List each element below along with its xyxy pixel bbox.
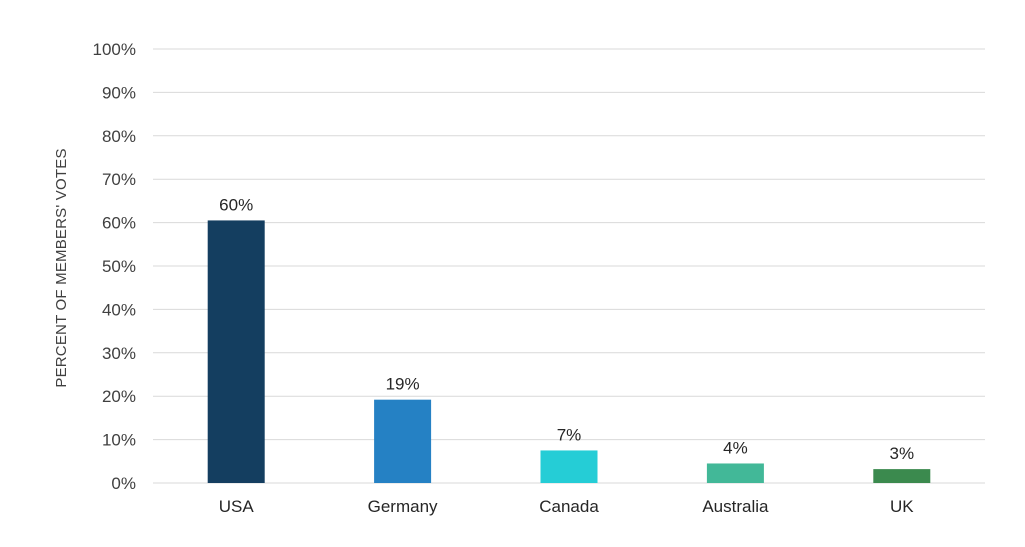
y-axis-ticks: 0% 10% 20% 30% 40% 50% 60% 70% 80% 90% 100%: [93, 40, 136, 493]
y-tick-label: 40%: [102, 300, 136, 319]
gridlines: [153, 48, 985, 484]
data-label-australia: 4%: [723, 438, 748, 457]
data-label-usa: 60%: [219, 195, 253, 214]
y-tick-label: 20%: [102, 387, 136, 406]
bar-uk: [873, 469, 931, 483]
x-tick-label-usa: USA: [219, 497, 255, 516]
y-axis-label: PERCENT OF MEMBERS' VOTES: [53, 148, 70, 387]
data-label-canada: 7%: [557, 425, 582, 444]
x-tick-label-uk: UK: [890, 497, 914, 516]
data-label-uk: 3%: [890, 444, 915, 463]
y-tick-label: 10%: [102, 431, 136, 450]
bar-usa: [207, 220, 265, 483]
y-tick-label: 90%: [102, 83, 136, 102]
data-labels: 60% 19% 7% 4% 3%: [219, 195, 914, 463]
x-tick-label-canada: Canada: [539, 497, 599, 516]
bar-australia: [706, 463, 764, 483]
y-tick-label: 50%: [102, 257, 136, 276]
y-tick-label: 80%: [102, 127, 136, 146]
x-tick-label-germany: Germany: [368, 497, 438, 516]
y-tick-label: 100%: [93, 40, 136, 59]
bar-germany: [374, 399, 432, 483]
bar-canada: [540, 450, 598, 483]
y-tick-label: 70%: [102, 170, 136, 189]
x-tick-label-australia: Australia: [702, 497, 769, 516]
y-tick-label: 30%: [102, 344, 136, 363]
y-tick-label: 0%: [111, 474, 136, 493]
data-label-germany: 19%: [386, 375, 420, 394]
x-axis-ticks: USA Germany Canada Australia UK: [219, 497, 915, 516]
bars: [207, 220, 931, 483]
y-tick-label: 60%: [102, 214, 136, 233]
